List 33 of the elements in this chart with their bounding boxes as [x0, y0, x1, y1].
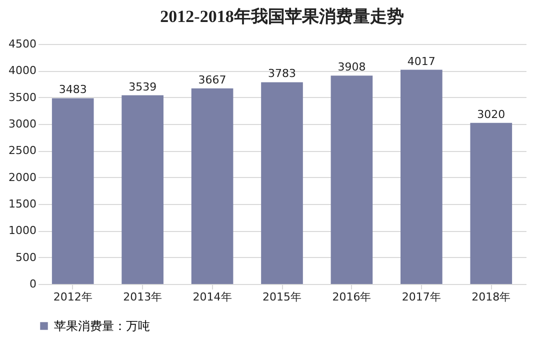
x-tick-label: 2017年 — [402, 290, 441, 304]
x-tick-label: 2015年 — [262, 290, 302, 304]
y-tick-label: 1000 — [8, 224, 36, 238]
bar — [330, 76, 373, 284]
y-tick-label: 2500 — [8, 144, 36, 158]
bar — [122, 95, 164, 284]
x-tick-label: 2013年 — [123, 290, 162, 304]
data-label: 3667 — [198, 73, 226, 86]
y-tick-label: 3500 — [8, 90, 36, 104]
data-label: 3483 — [58, 83, 87, 96]
legend-label: 苹果消费量：万吨 — [54, 319, 150, 333]
y-tick-label: 3000 — [8, 118, 36, 130]
data-label: 4017 — [407, 54, 436, 68]
data-label: 3539 — [128, 80, 157, 94]
y-tick-label: 0 — [30, 278, 36, 290]
y-tick-label: 1500 — [8, 198, 36, 210]
bar — [191, 88, 234, 284]
y-tick-label: 2000 — [8, 170, 36, 184]
x-tick-label: 2014年 — [192, 290, 232, 304]
data-label: 3908 — [338, 60, 366, 74]
y-tick-label: 4500 — [8, 38, 36, 50]
x-tick-label: 2016年 — [332, 290, 372, 304]
data-label: 3020 — [477, 108, 506, 121]
x-tick-label: 2012年 — [53, 290, 92, 304]
bar — [261, 82, 303, 284]
bar — [470, 122, 512, 284]
y-tick-label: 4000 — [8, 64, 36, 78]
x-tick-label: 2018年 — [472, 290, 511, 304]
bar — [52, 98, 94, 284]
chart-title: 2012-2018年我国苹果消费量走势 — [160, 7, 404, 26]
y-tick-label: 500 — [16, 250, 36, 264]
bar — [400, 70, 442, 284]
data-label: 3783 — [268, 67, 296, 80]
